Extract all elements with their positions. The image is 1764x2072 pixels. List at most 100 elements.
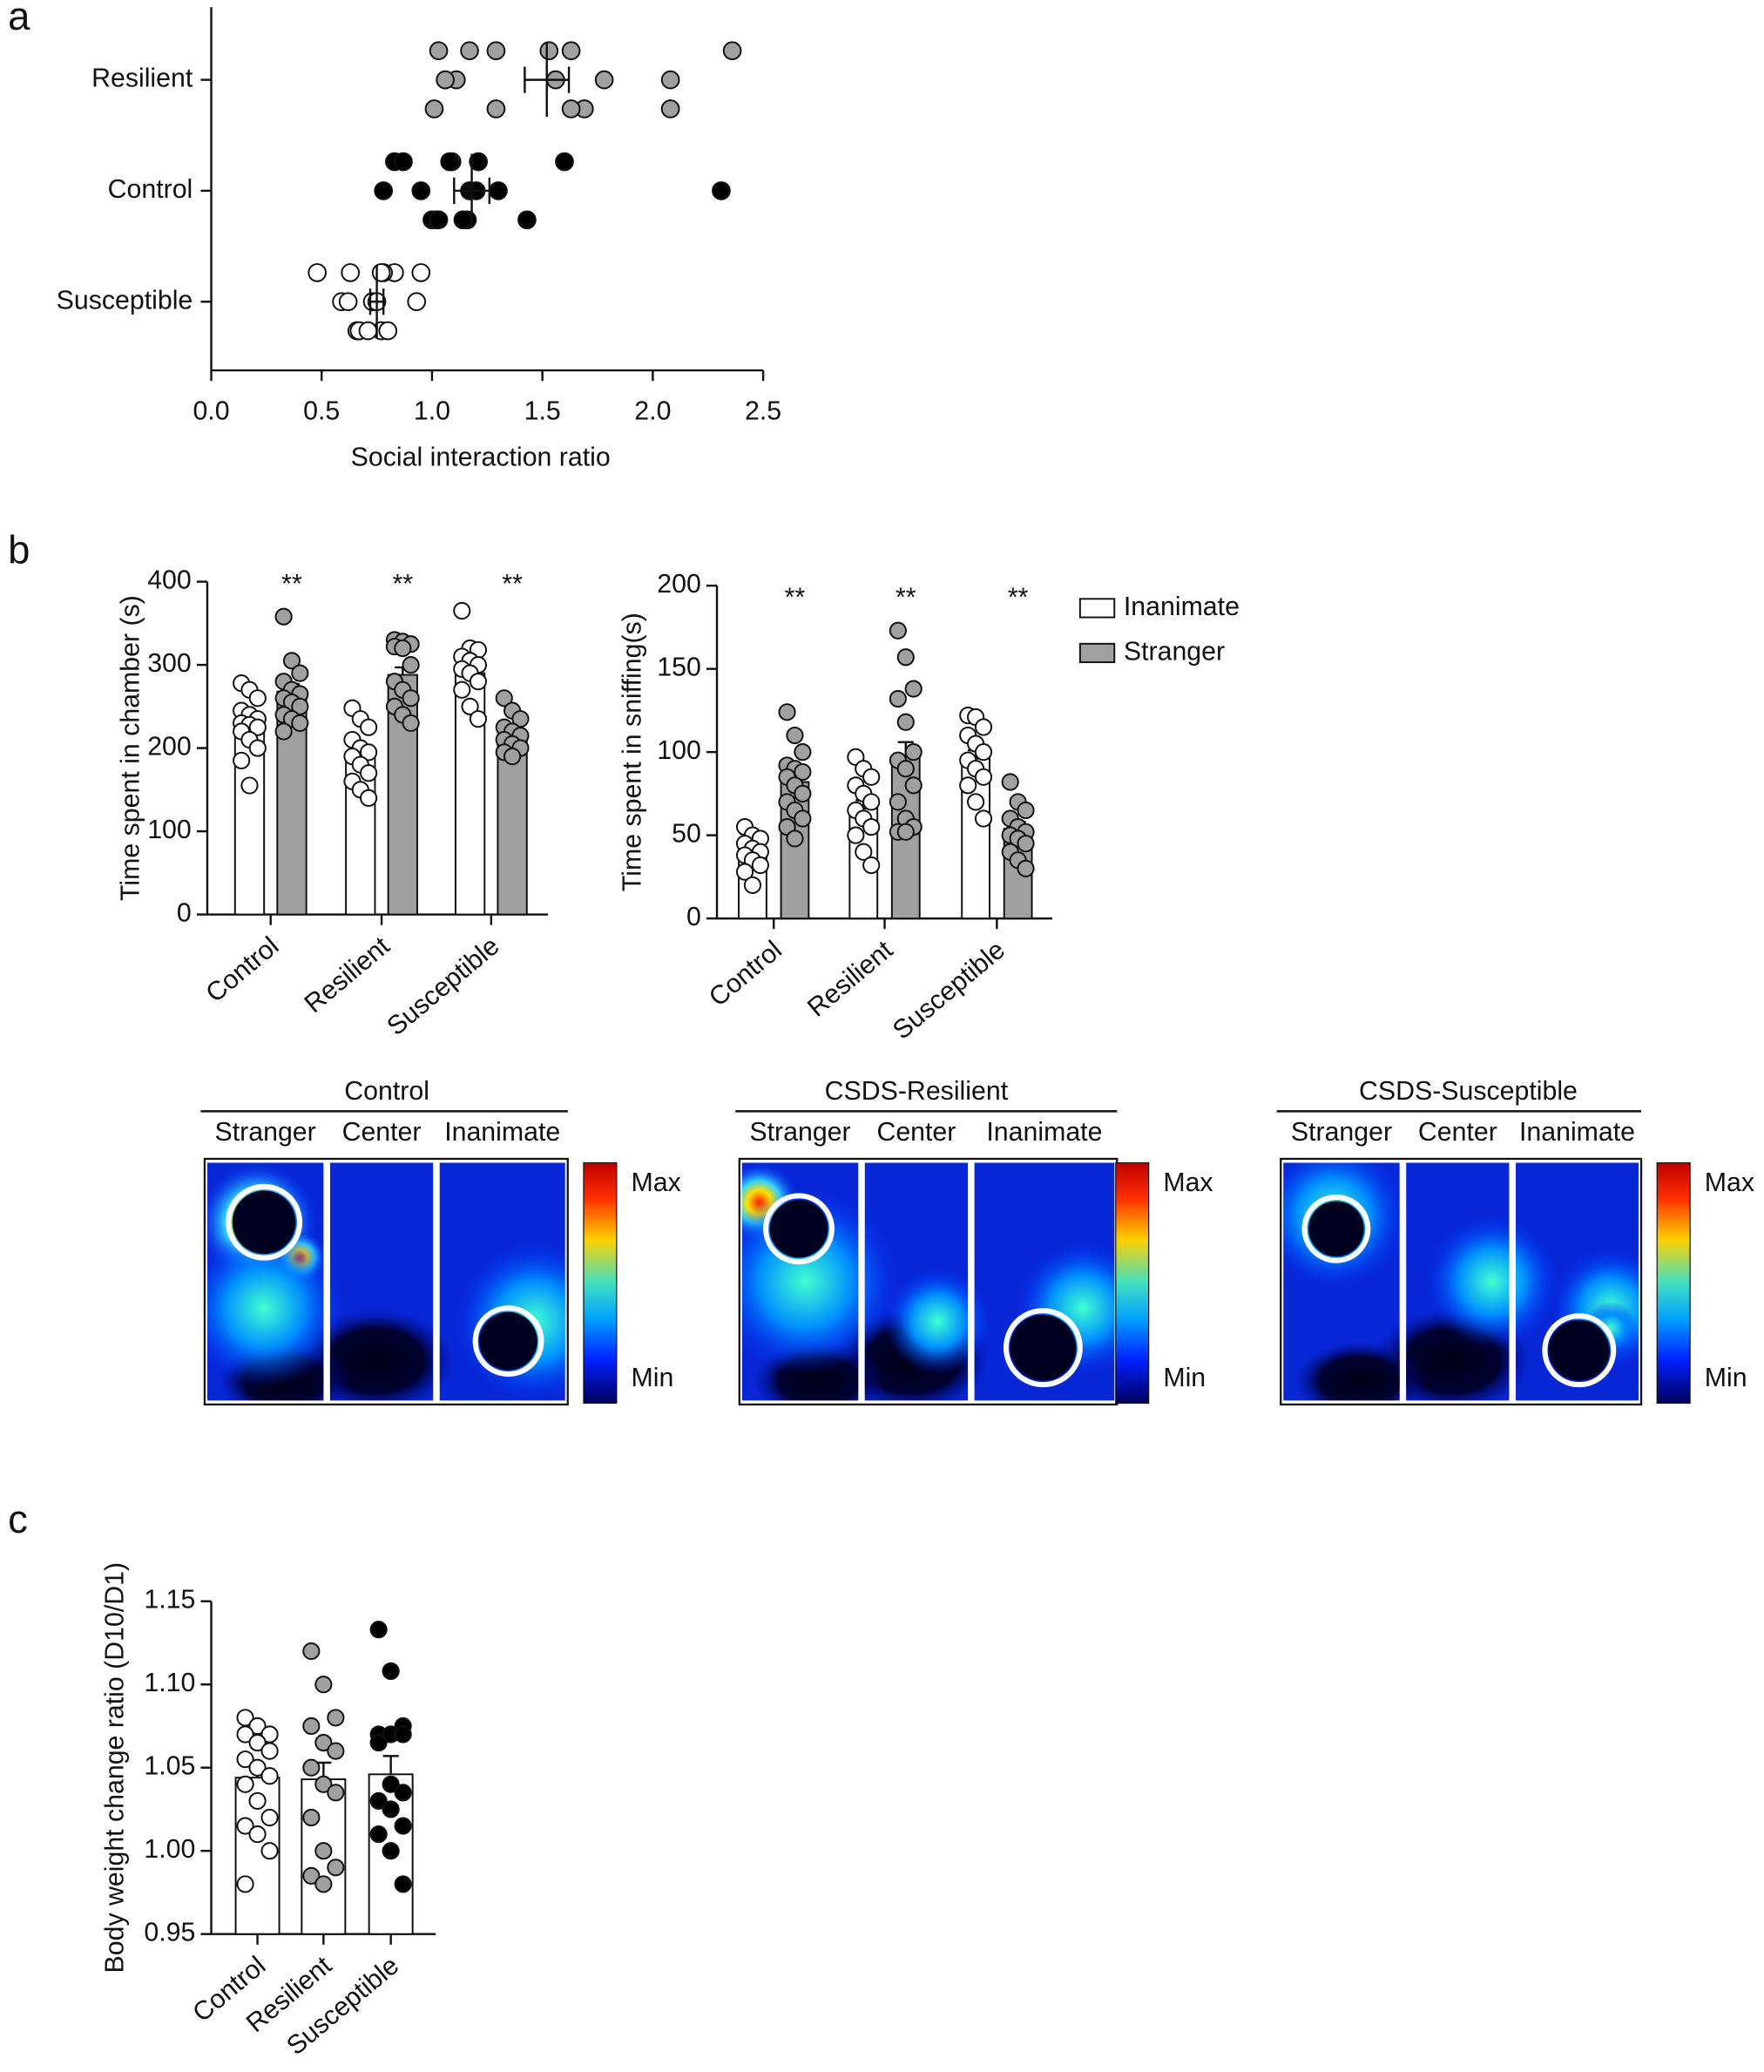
axis [210,7,764,372]
data-point [1017,801,1035,820]
x-tick-label: 2.0 [634,397,671,426]
data-point [236,1775,254,1793]
heat-blob [884,1268,990,1375]
annotation: ** [502,570,523,599]
data-point [896,823,915,841]
data-point [712,181,731,200]
data-point [407,292,427,312]
colorbar-max: Max [632,1168,681,1197]
x-tick-label: 0.5 [303,397,340,426]
data-point [236,1750,254,1769]
data-point [794,809,812,828]
column-label: Stranger [1291,1118,1392,1147]
data-point [302,1758,321,1777]
data-point [248,1825,267,1844]
bar [497,735,528,916]
data-point [489,181,508,200]
y-tick-label: 200 [657,570,701,599]
data-point [369,1825,388,1844]
data-point [402,714,420,733]
heat-blob [206,1229,344,1388]
data-point [369,1791,388,1810]
data-point [382,1800,400,1818]
data-point [360,718,378,736]
data-point [260,1767,279,1785]
data-point [974,768,993,786]
data-point [469,152,489,172]
data-point [889,793,907,811]
data-point [394,1817,412,1835]
y-axis-label: Body weight change ratio (D10/D1) [100,1562,129,1974]
column-label: Stranger [215,1118,316,1147]
data-point [794,784,812,802]
data-point [314,1676,333,1694]
data-point [967,793,985,811]
colorbar-max: Max [1705,1168,1754,1197]
x-tick-label: Susceptible [888,936,1010,1046]
dark-center [479,1311,537,1371]
y-tick-label: 150 [657,653,701,682]
legend-swatch [1078,598,1116,619]
data-point [274,722,293,741]
dark-center [1010,1314,1077,1381]
annotation: ** [1008,583,1029,612]
data-point [504,748,522,766]
data-point [1001,773,1019,791]
error-bar [382,1755,399,1775]
y-tick-label: 0 [177,899,192,928]
panel-label: b [8,527,30,572]
data-point [314,1875,333,1893]
data-point [371,263,391,282]
x-tick-label: Control [704,936,787,1012]
data-point [248,718,267,736]
data-point [486,41,506,61]
data-point [660,70,680,90]
data-point [517,210,537,230]
colorbar-min: Min [1163,1364,1206,1392]
zone-circle [1003,1308,1083,1388]
zone-circle [1542,1313,1617,1388]
annotation: ** [392,570,413,599]
y-tick-label: 300 [147,649,192,678]
data-point [1017,859,1035,877]
data-point [1017,835,1035,853]
data-point [539,41,559,61]
data-point [862,768,881,786]
heatmap [1283,1162,1639,1401]
data-point [862,793,881,811]
data-point [382,1662,400,1681]
data-point [248,689,267,708]
x-tick-label: Resilient [300,931,396,1019]
data-point [411,263,431,282]
panel-label: a [8,0,30,38]
data-point [896,648,915,667]
y-axis-label: Time spent in sniffing(s) [618,613,647,891]
heatmap-title: CSDS-Resilient [825,1077,1009,1106]
data-point [314,1775,333,1793]
data-point [778,703,796,721]
data-point [236,1817,254,1835]
y-tick-label: 1.00 [144,1835,195,1864]
data-point [369,1621,388,1639]
x-tick-label: 0.0 [193,397,229,426]
data-point [440,152,460,172]
zone-circle [763,1193,835,1265]
data-point [302,1808,321,1827]
data-point [786,829,804,848]
column-label: Center [1418,1118,1497,1147]
data-point [382,1775,400,1793]
y-tick-label: 1.15 [144,1586,195,1615]
y-tick-label: 200 [147,733,192,762]
y-tick-label: 400 [147,566,192,595]
data-point [904,680,923,698]
data-point [248,739,267,757]
data-point [411,181,431,200]
legend-label: Stranger [1124,637,1225,666]
data-point [291,714,309,733]
y-tick-label: 0.95 [144,1919,195,1947]
y-tick-label: Resilient [91,64,193,93]
column-label: Inanimate [444,1118,560,1147]
data-point [236,1875,254,1893]
y-tick-label: 100 [657,736,701,765]
